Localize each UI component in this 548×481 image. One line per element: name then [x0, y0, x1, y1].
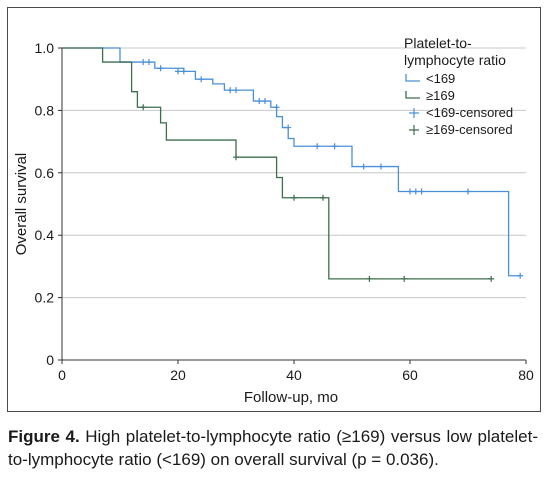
censor-mark-0-3 — [175, 68, 181, 75]
legend-title-line-1: Platelet-to- — [404, 35, 472, 51]
legend: Platelet-to- lymphocyte ratio <169 ≥169 … — [404, 35, 513, 137]
series-group — [62, 47, 524, 282]
censor-mark-0-14 — [360, 163, 367, 170]
legend-swatch-low — [405, 74, 420, 82]
caption-text: High platelet-to-lymphocyte ratio (≥169)… — [8, 427, 538, 469]
x-axis-title: Follow-up, mo — [244, 389, 338, 406]
x-tick-label-3: 60 — [402, 367, 418, 383]
legend-label-high-censored: ≥169-censored — [426, 122, 513, 137]
censor-mark-0-17 — [412, 188, 419, 195]
censor-mark-0-1 — [146, 59, 152, 66]
axes: 0 0.2 0.4 0.6 0.8 1.0 0 20 40 60 80 — [35, 40, 534, 383]
figure-panel: 0 0.2 0.4 0.6 0.8 1.0 0 20 40 60 80 Follow-up, mo … — [7, 7, 541, 412]
censor-mark-1-4 — [366, 275, 373, 282]
y-tick-label-3: 0.6 — [35, 165, 55, 181]
y-tick-label-4: 0.8 — [35, 102, 55, 118]
y-axis-title: Overall survival — [13, 153, 30, 256]
legend-swatch-high — [405, 91, 420, 99]
censor-mark-1-0 — [140, 104, 147, 111]
figure-caption: Figure 4. High platelet-to-lymphocyte ra… — [8, 425, 538, 471]
censor-mark-0-12 — [314, 143, 321, 150]
censor-mark-1-6 — [488, 275, 495, 282]
legend-label-high: ≥169 — [426, 88, 455, 103]
y-tick-label-0: 0 — [46, 352, 54, 368]
y-tick-label-5: 1.0 — [35, 40, 55, 56]
censor-mark-1-3 — [320, 194, 326, 201]
censor-mark-0-8 — [256, 98, 263, 105]
censor-mark-0-2 — [157, 65, 164, 72]
legend-title-line-2: lymphocyte ratio — [404, 52, 506, 68]
censor-mark-0-15 — [378, 163, 384, 170]
legend-label-low-censored: <169-censored — [426, 105, 513, 120]
y-tick-label-1: 0.2 — [35, 290, 55, 306]
censor-mark-0-7 — [233, 87, 239, 94]
caption-label: Figure 4. — [8, 427, 80, 446]
series-line-1 — [62, 47, 492, 280]
x-tick-label-0: 0 — [58, 367, 66, 383]
censor-mark-0-9 — [262, 98, 268, 105]
censor-mark-0-16 — [407, 188, 413, 195]
y-tick-label-2: 0.4 — [35, 227, 55, 243]
censor-mark-1-1 — [233, 154, 239, 161]
censor-mark-0-6 — [227, 87, 234, 94]
censor-mark-0-0 — [140, 59, 147, 66]
legend-swatch-low-censored — [409, 108, 419, 118]
survival-chart: 00.20.40.60.81.00 20 40 60 80 Follow-up, mo … — [13, 35, 534, 406]
censor-mark-1-2 — [291, 194, 297, 201]
censor-mark-0-13 — [331, 143, 338, 150]
x-tick-label-4: 80 — [518, 367, 534, 383]
legend-label-low: <169 — [426, 71, 455, 86]
censor-mark-0-20 — [517, 272, 524, 279]
grid-lines — [62, 47, 526, 299]
x-tick-label-1: 20 — [170, 367, 186, 383]
censor-mark-0-5 — [198, 76, 205, 83]
x-tick-label-2: 40 — [286, 367, 302, 383]
censor-mark-0-4 — [180, 68, 187, 75]
censor-mark-0-10 — [273, 104, 280, 111]
censor-mark-0-11 — [285, 124, 292, 131]
censor-mark-0-18 — [418, 188, 425, 195]
censor-mark-0-19 — [465, 188, 471, 195]
legend-swatches — [405, 74, 420, 135]
legend-swatch-high-censored — [409, 125, 419, 135]
censor-mark-1-5 — [401, 275, 408, 282]
